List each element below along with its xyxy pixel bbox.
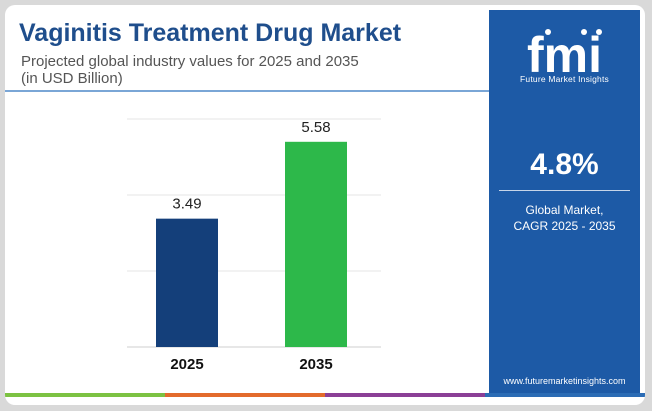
bars [156,141,347,347]
cagr-value: 4.8% [530,148,599,181]
bar-2025 [156,218,218,347]
stripe-segment [165,393,325,397]
cagr-label: Global Market, CAGR 2025 - 2035 [513,203,616,233]
x-tick-labels: 2025 2035 [170,356,332,373]
chart-subtitle: Projected global industry values for 202… [21,53,359,87]
color-stripe [5,393,645,397]
x-tick-2025: 2025 [170,356,203,373]
x-tick-2035: 2035 [299,356,332,373]
bar-2035 [285,141,347,347]
website-link[interactable]: www.futuremarketinsights.com [503,376,626,386]
stripe-segment [485,393,645,397]
data-label-2035: 5.58 [301,119,330,136]
logo-text: fmi [527,27,602,83]
bar-chart: 3.49 5.58 2025 2035 [127,118,381,373]
infographic-card: Vaginitis Treatment Drug Market Projecte… [5,5,645,405]
cagr-panel: fmi Future Market Insights 4.8% Global M… [489,10,640,393]
logo-subtitle: Future Market Insights [520,74,609,84]
stripe-segment [325,393,485,397]
cagr-divider [499,190,630,191]
title-divider [5,90,489,92]
data-label-2025: 3.49 [172,196,201,213]
chart-title: Vaginitis Treatment Drug Market [19,19,402,47]
stripe-segment [5,393,165,397]
data-labels: 3.49 5.58 [172,119,330,213]
fmi-logo: fmi [527,27,602,83]
